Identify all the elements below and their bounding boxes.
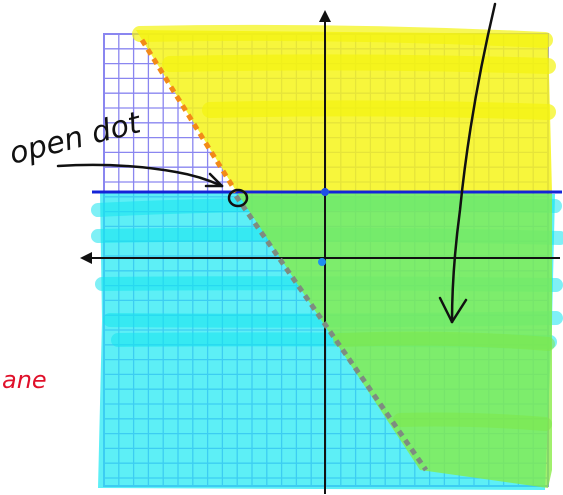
dashed-boundary-upper (139, 38, 239, 194)
annotation-arrow-open-dot (56, 163, 224, 188)
green-marker-strokes (333, 331, 555, 431)
yellow-marker-strokes (132, 24, 556, 120)
origin-point (318, 258, 326, 266)
annotation-arrow-top (450, 2, 497, 324)
dashed-boundary-lower (233, 194, 429, 472)
arrowhead-icon (438, 296, 468, 324)
arrowhead-icon (80, 252, 92, 264)
arrowhead-icon (319, 10, 331, 22)
plane-label-fragment: ane (2, 366, 47, 394)
intercept-point (321, 188, 329, 196)
arrowhead-icon (204, 172, 224, 188)
open-circle-icon (227, 188, 249, 208)
